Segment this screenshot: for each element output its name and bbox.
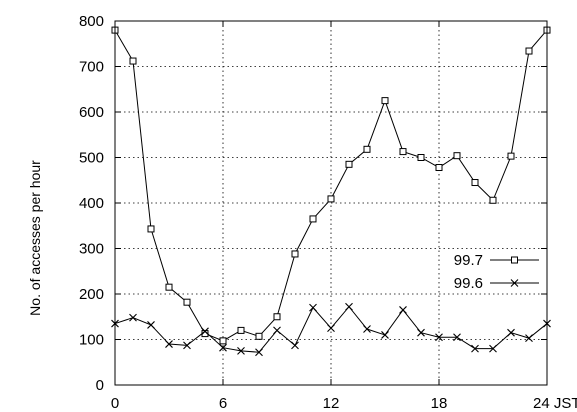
y-tick-label: 400 <box>79 195 104 212</box>
data-point <box>147 225 155 233</box>
data-point <box>453 152 461 160</box>
data-point <box>417 154 425 161</box>
data-point <box>237 326 245 334</box>
data-point <box>165 283 173 291</box>
data-point <box>237 346 245 355</box>
x-tick-label: 0 <box>111 395 119 412</box>
x-tick-label: 18 <box>431 395 448 412</box>
data-point <box>525 47 533 55</box>
data-point <box>219 343 227 352</box>
data-point <box>507 328 515 337</box>
data-point <box>183 341 191 350</box>
x-tick-label: 12 <box>323 395 340 412</box>
data-point <box>417 328 425 337</box>
data-point <box>327 324 335 333</box>
data-point <box>219 337 227 345</box>
x-tick-label: 6 <box>219 395 227 412</box>
axis-ticks: 0 100 200 300 400 500 600 700 800 0 6 12 18 24 JST <box>79 13 577 412</box>
data-point <box>345 302 353 311</box>
data-point <box>273 326 281 335</box>
data-point <box>471 344 479 353</box>
data-point <box>363 145 371 153</box>
data-point <box>255 348 263 357</box>
y-tick-label: 600 <box>79 104 104 121</box>
data-point <box>291 250 299 258</box>
y-tick-label: 800 <box>79 13 104 30</box>
data-point <box>363 325 371 333</box>
data-point <box>489 344 497 353</box>
series-99-6 <box>111 302 551 357</box>
data-point <box>309 303 317 312</box>
data-point <box>381 331 389 339</box>
data-point <box>399 306 407 314</box>
data-point <box>489 196 497 204</box>
y-tick-label: 300 <box>79 241 104 258</box>
data-point <box>255 332 263 340</box>
data-point <box>201 327 209 336</box>
data-point <box>147 321 155 329</box>
data-point <box>435 164 443 172</box>
data-point <box>183 298 191 306</box>
data-point <box>453 333 461 342</box>
data-point <box>165 340 173 348</box>
data-point <box>435 333 443 342</box>
data-point <box>399 148 407 156</box>
legend-marker <box>510 279 519 287</box>
y-tick-label: 700 <box>79 59 104 76</box>
legend-label: 99.6 <box>454 275 483 292</box>
data-point <box>129 57 137 65</box>
legend-label: 99.7 <box>454 252 483 269</box>
data-point <box>273 313 281 321</box>
data-point <box>507 152 515 160</box>
data-point <box>525 334 533 343</box>
data-point <box>291 341 299 350</box>
legend-marker <box>511 256 518 264</box>
data-point <box>381 97 389 105</box>
y-tick-label: 0 <box>96 377 104 394</box>
grid-lines <box>115 21 547 385</box>
legend: 99.7 99.6 <box>454 252 539 292</box>
data-point <box>129 313 137 322</box>
data-point <box>309 215 317 223</box>
series-group <box>111 26 551 357</box>
data-point <box>471 179 479 187</box>
y-tick-label: 500 <box>79 150 104 167</box>
y-tick-label: 200 <box>79 286 104 303</box>
x-tick-label: 24 JST <box>533 395 577 412</box>
data-point <box>327 195 335 203</box>
data-point <box>345 160 353 168</box>
y-axis-label: No. of accesses per hour <box>27 160 43 316</box>
series-99-7 <box>111 26 551 345</box>
y-tick-label: 100 <box>79 332 104 349</box>
